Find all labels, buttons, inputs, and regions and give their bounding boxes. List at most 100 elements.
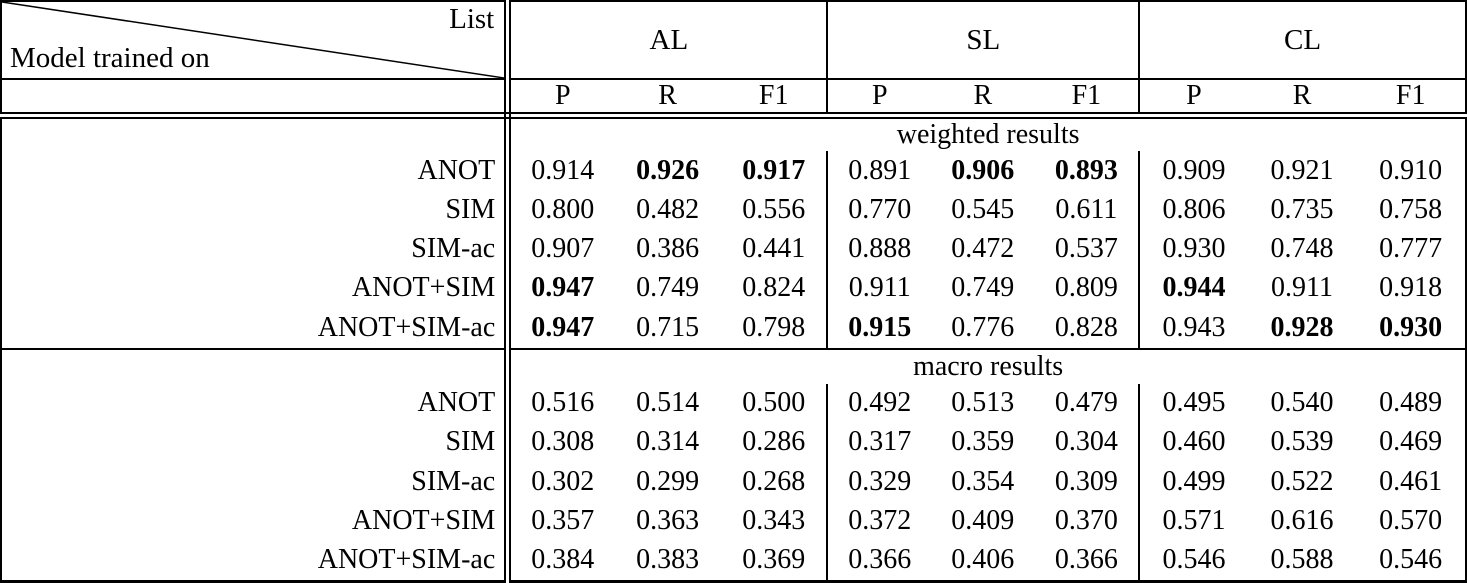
value-cell: 0.516 [531,387,595,419]
model-label: ANOT+SIM-ac [1,540,512,582]
table-row: ANOT+SIM 0.947 0.749 0.824 0.911 0.749 0.809 0.… [1,268,1466,308]
value-cell: 0.406 [951,544,1015,576]
value-cell: 0.824 [742,272,806,304]
value-cell: 0.372 [826,501,932,541]
value-cell: 0.909 [1138,151,1248,191]
value-cell: 0.777 [1379,233,1443,265]
value-cell: 0.366 [1054,544,1118,576]
value-cell: 0.588 [1270,544,1334,576]
metric-header-p: P [826,79,932,119]
value-cell: 0.917 [742,154,806,186]
value-cell: 0.749 [951,272,1015,304]
value-cell: 0.522 [1270,465,1334,497]
value-cell: 0.918 [1379,272,1443,304]
value-cell: 0.776 [931,308,1035,350]
value-cell: 0.915 [826,308,932,350]
value-cell: 0.539 [1270,426,1334,458]
value-cell: 0.461 [1379,465,1443,497]
value-cell: 0.363 [636,504,700,536]
value-cell: 0.616 [1270,504,1334,536]
value-cell: 0.472 [951,233,1015,265]
value-cell: 0.513 [951,387,1015,419]
metric-header-p: P [1138,79,1248,119]
value-cell: 0.947 [531,272,595,304]
value-cell: 0.309 [1054,465,1118,497]
value-cell: 0.302 [531,465,595,497]
value-cell: 0.359 [951,426,1015,458]
metric-header-f1: F1 [1356,79,1466,119]
value-cell: 0.910 [1379,154,1443,186]
value-cell: 0.914 [531,154,595,186]
value-cell: 0.545 [951,193,1015,225]
value-cell: 0.928 [1247,308,1357,350]
value-cell: 0.469 [1379,426,1443,458]
table-row: ANOT+SIM-ac 0.384 0.383 0.369 0.366 0.406 0.36… [1,540,1466,582]
diagonal-corner-cell: List Model trained on [1,1,512,80]
value-cell: 0.369 [742,544,806,576]
metric-header-p: P [507,79,615,119]
value-cell: 0.556 [742,193,806,225]
value-cell: 0.343 [742,504,806,536]
table-row: SIM 0.308 0.314 0.286 0.317 0.359 0.304 0.460 0.… [1,422,1466,462]
value-cell: 0.268 [742,465,806,497]
model-label: ANOT [1,151,512,191]
group-header-row: List Model trained on AL SL CL [1,1,1466,80]
value-cell: 0.943 [1138,308,1248,350]
value-cell: 0.386 [636,233,700,265]
model-label: SIM [1,422,512,462]
table-row: ANOT 0.516 0.514 0.500 0.492 0.513 0.479 0.495 0… [1,383,1466,423]
value-cell: 0.770 [826,190,932,230]
section-title-row: weighted results [1,115,1466,151]
value-cell: 0.930 [1356,308,1466,350]
value-cell: 0.546 [1138,540,1248,582]
section-weighted-results: weighted results ANOT 0.914 0.926 0.917 0.89… [1,115,1466,350]
metric-header-f1: F1 [1034,79,1140,119]
value-cell: 0.809 [1054,272,1118,304]
empty-corner-cell [1,79,512,119]
section-title: macro results [913,350,1064,382]
value-cell: 0.308 [531,426,595,458]
value-cell: 0.540 [1270,387,1334,419]
value-cell: 0.492 [826,383,932,423]
value-cell: 0.715 [614,308,721,350]
value-cell: 0.800 [531,193,595,225]
value-cell: 0.947 [507,308,615,350]
model-label: SIM-ac [1,229,512,269]
empty-label-cell [1,115,512,151]
metric-header-row: P R F1 P R F1 P R F1 [1,79,1466,119]
value-cell: 0.495 [1138,383,1248,423]
metric-header-f1: F1 [720,79,828,119]
value-cell: 0.546 [1379,544,1443,576]
table-header: List Model trained on AL SL CL P R F1 P … [1,1,1466,119]
value-cell: 0.888 [826,229,932,269]
value-cell: 0.354 [951,465,1015,497]
value-cell: 0.370 [1054,504,1118,536]
value-cell: 0.611 [1055,193,1118,225]
group-header-sl: SL [826,1,1140,80]
value-cell: 0.479 [1054,387,1118,419]
value-cell: 0.828 [1034,308,1140,350]
metric-header-r: R [931,79,1035,119]
value-cell: 0.329 [826,461,932,502]
value-cell: 0.366 [826,540,932,582]
value-cell: 0.758 [1379,193,1443,225]
value-cell: 0.482 [636,193,700,225]
value-cell: 0.409 [951,504,1015,536]
empty-label-cell [1,348,512,384]
value-cell: 0.911 [826,268,932,308]
model-label: SIM-ac [1,461,512,502]
table-row: ANOT+SIM 0.357 0.363 0.343 0.372 0.409 0.370 0.… [1,501,1466,541]
value-cell: 0.735 [1270,193,1334,225]
value-cell: 0.286 [742,426,806,458]
value-cell: 0.806 [1138,190,1248,230]
model-label: ANOT [1,383,512,423]
model-label: ANOT+SIM [1,501,512,541]
table-row: ANOT+SIM-ac 0.947 0.715 0.798 0.915 0.776 0.82… [1,308,1466,350]
table-row: SIM 0.800 0.482 0.556 0.770 0.545 0.611 0.806 0.… [1,190,1466,230]
value-cell: 0.911 [1271,272,1334,304]
value-cell: 0.891 [826,151,932,191]
value-cell: 0.926 [636,154,700,186]
metric-header-r: R [614,79,721,119]
